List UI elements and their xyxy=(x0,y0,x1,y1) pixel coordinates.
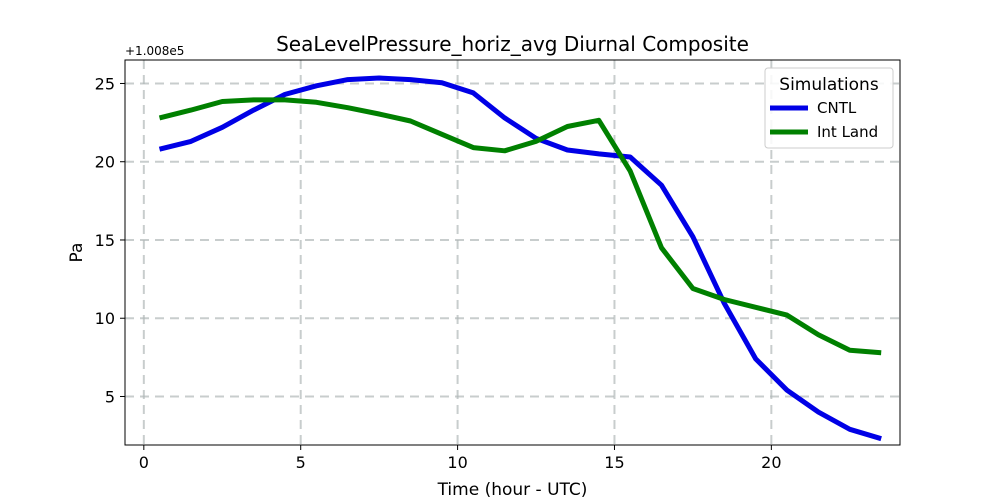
legend-box xyxy=(764,67,894,149)
y-tick-label: 15 xyxy=(95,231,115,250)
series-lines xyxy=(158,75,882,442)
series-line-cntl xyxy=(158,75,882,442)
x-tick-label: 20 xyxy=(761,453,781,472)
y-tick-label: 25 xyxy=(95,74,115,93)
y-axis-offset-label: +1.008e5 xyxy=(125,44,184,58)
legend: Simulations CNTL Int Land xyxy=(764,67,894,149)
legend-label-int-land: Int Land xyxy=(817,123,878,141)
legend-label-cntl: CNTL xyxy=(817,99,857,117)
chart-title: SeaLevelPressure_horiz_avg Diurnal Compo… xyxy=(276,32,749,56)
x-tick-label: 10 xyxy=(447,453,467,472)
plot-area-frame xyxy=(124,59,901,446)
y-tick-label: 20 xyxy=(95,153,115,172)
y-tick-label: 10 xyxy=(95,309,115,328)
axis-ticks: 0 5 10 15 20 5 10 15 20 25 xyxy=(95,74,782,472)
x-axis-title: Time (hour - UTC) xyxy=(437,480,588,500)
legend-items: CNTL Int Land xyxy=(770,99,878,141)
y-tick-label: 5 xyxy=(105,387,115,406)
x-tick-label: 0 xyxy=(139,453,149,472)
y-axis-title: Pa xyxy=(67,243,87,263)
legend-title: Simulations xyxy=(779,75,879,95)
series-line-int-land xyxy=(158,97,882,356)
x-tick-label: 15 xyxy=(604,453,624,472)
x-tick-label: 5 xyxy=(296,453,306,472)
